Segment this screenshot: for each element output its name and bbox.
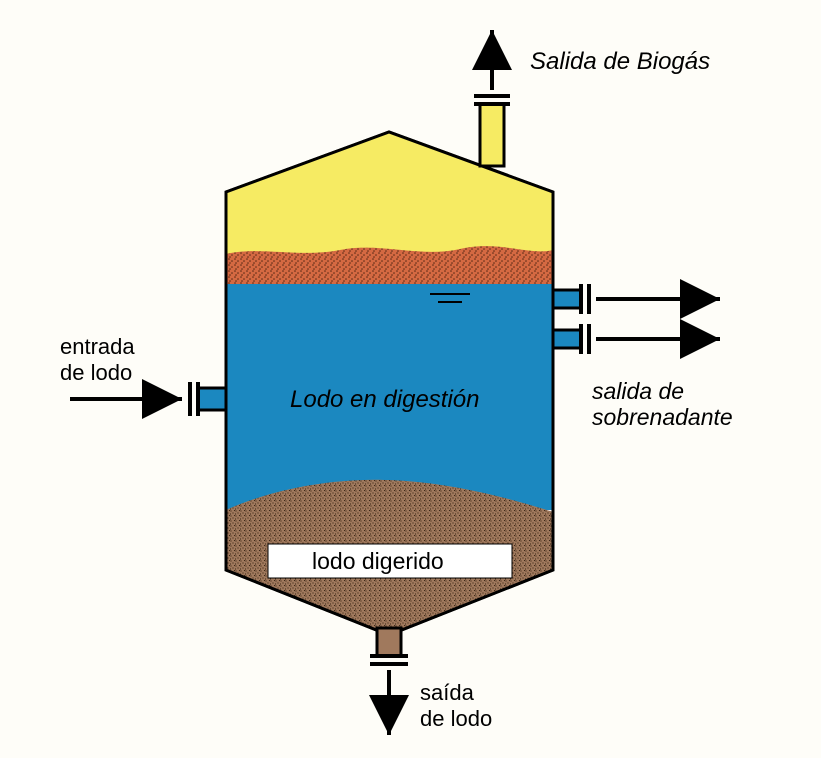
sludge-in-label-l2: de lodo	[60, 360, 132, 386]
supernatant-label-l1: salida de	[592, 378, 684, 406]
sludge-out-label-l1: saída	[420, 680, 474, 706]
supernatant-label-l2: sobrenadante	[592, 404, 733, 432]
biogas-outlet-pipe	[474, 96, 510, 166]
digestion-label: Lodo en digestión	[290, 386, 480, 415]
biogas-label: Salida de Biogás	[530, 48, 710, 77]
sludge-in-label-l1: entrada	[60, 334, 135, 360]
sludge-inlet-pipe	[190, 382, 226, 416]
supernatant-pipe-lower	[553, 324, 589, 354]
digested-label: lodo digerido	[312, 548, 444, 576]
supernatant-pipe-upper	[553, 284, 589, 314]
sludge-outlet-pipe	[370, 628, 408, 664]
sludge-out-label-l2: de lodo	[420, 706, 492, 732]
scum-layer	[226, 246, 553, 284]
